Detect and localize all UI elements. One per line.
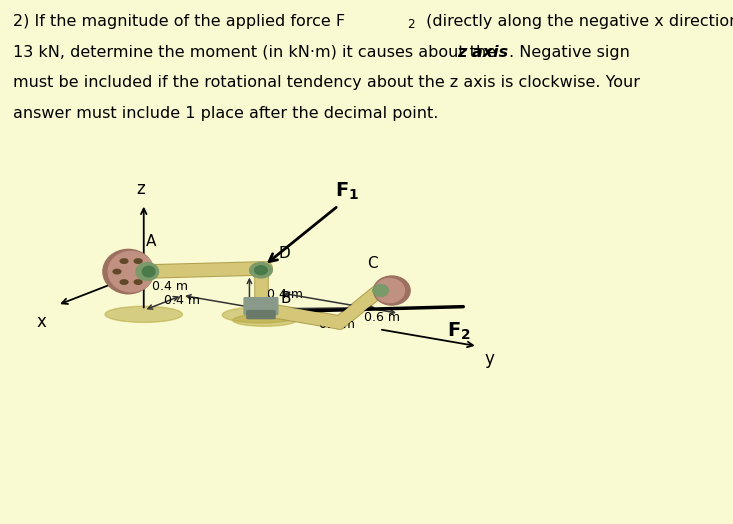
Circle shape [113, 269, 121, 274]
Text: answer must include 1 place after the decimal point.: answer must include 1 place after the de… [13, 106, 438, 121]
Circle shape [120, 280, 128, 285]
Text: C: C [366, 256, 377, 271]
Circle shape [134, 280, 142, 285]
Text: . Negative sign: . Negative sign [509, 45, 630, 60]
Ellipse shape [375, 278, 405, 303]
Text: D: D [279, 246, 290, 261]
Ellipse shape [374, 276, 410, 305]
Ellipse shape [142, 266, 155, 277]
Text: 0.4 m: 0.4 m [267, 288, 303, 301]
Text: x: x [37, 313, 47, 331]
Ellipse shape [373, 285, 388, 297]
Text: 0.4 m: 0.4 m [164, 293, 200, 307]
Ellipse shape [108, 252, 154, 292]
Ellipse shape [103, 249, 154, 294]
Text: A: A [146, 234, 156, 249]
FancyBboxPatch shape [247, 311, 275, 319]
Circle shape [141, 269, 149, 274]
Text: $\mathbf{F_1}$: $\mathbf{F_1}$ [335, 180, 359, 202]
Text: y: y [485, 350, 495, 368]
Text: (directly along the negative x direction) is: (directly along the negative x direction… [421, 14, 733, 29]
Text: z axis: z axis [457, 45, 509, 60]
Ellipse shape [222, 307, 300, 323]
Text: 13 kN, determine the moment (in kN·m) it causes about the: 13 kN, determine the moment (in kN·m) it… [13, 45, 501, 60]
Text: 0.6 m: 0.6 m [364, 311, 400, 324]
Ellipse shape [250, 263, 272, 278]
Text: 0.4 m: 0.4 m [152, 280, 188, 293]
FancyBboxPatch shape [244, 298, 278, 314]
Text: z: z [136, 180, 144, 198]
Ellipse shape [233, 314, 296, 326]
Ellipse shape [254, 266, 268, 275]
Ellipse shape [136, 263, 158, 280]
Circle shape [134, 259, 142, 263]
Text: 2) If the magnitude of the applied force F: 2) If the magnitude of the applied force… [13, 14, 345, 29]
Text: must be included if the rotational tendency about the z axis is clockwise. Your: must be included if the rotational tende… [13, 75, 640, 91]
Text: B: B [281, 291, 291, 305]
Text: $\mathbf{F_2}$: $\mathbf{F_2}$ [447, 321, 471, 342]
Ellipse shape [105, 306, 183, 322]
Text: 0.4 m: 0.4 m [319, 319, 356, 331]
Text: 2: 2 [407, 18, 414, 31]
Circle shape [120, 259, 128, 263]
